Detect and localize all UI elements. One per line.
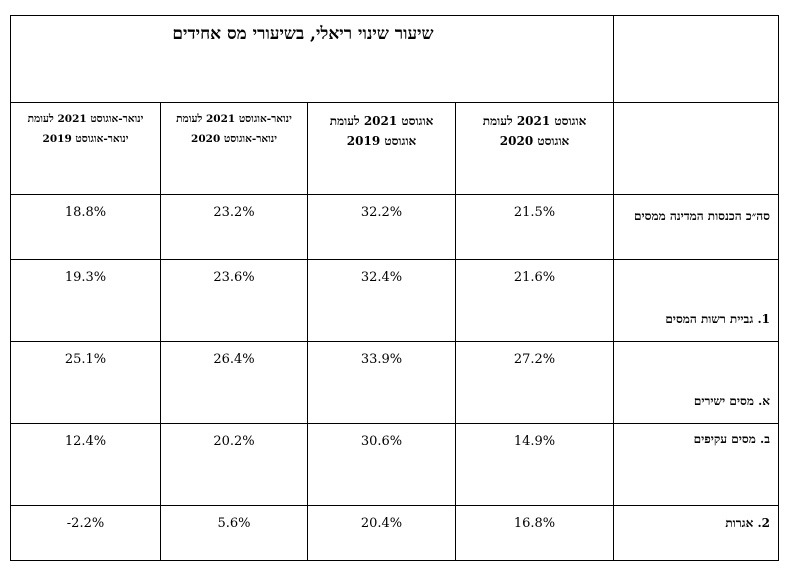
value-cell: 30.6% — [307, 423, 456, 506]
header-corner-cell — [613, 102, 779, 195]
title-cell: שיעור שינוי ריאלי, בשיעורי מס אחידים — [10, 15, 614, 103]
value-cell: 27.2% — [455, 341, 614, 424]
value-cell: 5.6% — [160, 505, 308, 561]
header-line2: אוגוסט 2020 — [499, 134, 570, 148]
row-label: 1. גביית רשות המסים — [665, 312, 770, 326]
table-title: שיעור שינוי ריאלי, בשיעורי מס אחידים — [172, 24, 434, 44]
value-cell: 26.4% — [160, 341, 308, 424]
header-line1: אוגוסט 2021 לעומת — [482, 114, 587, 128]
value-cell: 21.5% — [455, 194, 614, 260]
value-cell: 18.8% — [10, 194, 161, 260]
table-row: 25.1% 26.4% 33.9% 27.2% א. מסים ישירים — [10, 341, 779, 424]
value-cell: 20.4% — [307, 505, 456, 561]
table-row: 12.4% 20.2% 30.6% 14.9% ב. מסים עקיפים — [10, 423, 779, 506]
value-cell: 21.6% — [455, 259, 614, 342]
header-cell-jan-aug-vs-2020: ינואר-אוגוסט 2021 לעומת ינואר-אוגוסט 202… — [160, 102, 308, 195]
header-line2: ינואר-אוגוסט 2020 — [191, 133, 277, 145]
value-cell: 23.6% — [160, 259, 308, 342]
revenue-change-table: שיעור שינוי ריאלי, בשיעורי מס אחידים ינו… — [10, 15, 779, 561]
row-label-cell: ב. מסים עקיפים — [613, 423, 779, 506]
value-cell: 25.1% — [10, 341, 161, 424]
header-line2: אוגוסט 2019 — [346, 134, 417, 148]
header-line1: אוגוסט 2021 לעומת — [329, 114, 434, 128]
value-cell: 12.4% — [10, 423, 161, 506]
value-cell: 33.9% — [307, 341, 456, 424]
header-line1: ינואר-אוגוסט 2021 לעומת — [176, 113, 292, 125]
row-label-cell: א. מסים ישירים — [613, 341, 779, 424]
row-label: א. מסים ישירים — [693, 394, 770, 408]
row-label: ב. מסים עקיפים — [693, 432, 770, 446]
value-cell: 32.2% — [307, 194, 456, 260]
value-cell: 32.4% — [307, 259, 456, 342]
value-cell: 23.2% — [160, 194, 308, 260]
table-row: 18.8% 23.2% 32.2% 21.5% סה״כ הכנסות המדי… — [10, 194, 779, 260]
table-row: -2.2% 5.6% 20.4% 16.8% 2. אגרות — [10, 505, 779, 561]
row-label: 2. אגרות — [725, 516, 770, 530]
row-label-cell: 2. אגרות — [613, 505, 779, 561]
title-corner-cell — [613, 15, 779, 103]
header-line2: ינואר-אוגוסט 2019 — [42, 133, 129, 145]
header-cell-aug-vs-2019: אוגוסט 2021 לעומת אוגוסט 2019 — [307, 102, 456, 195]
table-row: 19.3% 23.6% 32.4% 21.6% 1. גביית רשות המ… — [10, 259, 779, 342]
value-cell: 14.9% — [455, 423, 614, 506]
row-label-cell: סה״כ הכנסות המדינה ממסים — [613, 194, 779, 260]
value-cell: 20.2% — [160, 423, 308, 506]
value-cell: -2.2% — [10, 505, 161, 561]
value-cell: 19.3% — [10, 259, 161, 342]
header-line1: ינואר-אוגוסט 2021 לעומת — [27, 113, 144, 125]
header-cell-jan-aug-vs-2019: ינואר-אוגוסט 2021 לעומת ינואר-אוגוסט 201… — [10, 102, 161, 195]
header-row: ינואר-אוגוסט 2021 לעומת ינואר-אוגוסט 201… — [10, 102, 779, 195]
row-label-cell: 1. גביית רשות המסים — [613, 259, 779, 342]
row-label: סה״כ הכנסות המדינה ממסים — [634, 209, 770, 223]
revenue-change-table-container: שיעור שינוי ריאלי, בשיעורי מס אחידים ינו… — [10, 15, 779, 561]
header-cell-aug-vs-2020: אוגוסט 2021 לעומת אוגוסט 2020 — [455, 102, 614, 195]
value-cell: 16.8% — [455, 505, 614, 561]
title-row: שיעור שינוי ריאלי, בשיעורי מס אחידים — [10, 15, 779, 103]
